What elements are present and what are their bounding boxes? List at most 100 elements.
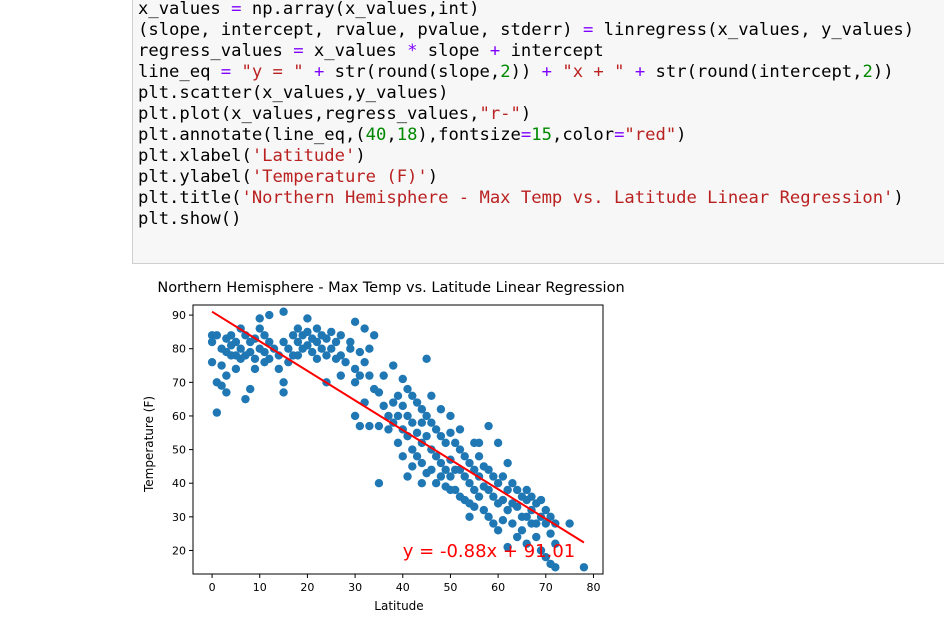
code-token: ) bbox=[893, 188, 904, 208]
scatter-point bbox=[374, 421, 384, 431]
scatter-point bbox=[436, 431, 446, 441]
scatter-point bbox=[512, 502, 522, 511]
code-token: "r-" bbox=[479, 104, 521, 124]
scatter-point bbox=[398, 374, 407, 384]
scatter-point bbox=[427, 418, 436, 427]
scatter-point bbox=[417, 458, 427, 468]
scatter-point bbox=[279, 378, 288, 387]
scatter-point bbox=[527, 492, 536, 501]
scatter-point bbox=[355, 347, 365, 357]
scatter-point bbox=[422, 354, 431, 363]
x-tick-label: 60 bbox=[491, 581, 505, 594]
scatter-point bbox=[451, 485, 460, 495]
code-line: plt.ylabel('Temperature (F)') bbox=[138, 167, 914, 188]
x-axis-label: Latitude bbox=[374, 599, 423, 613]
scatter-point bbox=[431, 452, 441, 461]
code-token: str(round(slope, bbox=[324, 62, 501, 82]
scatter-point bbox=[303, 314, 312, 323]
code-editor[interactable]: x_values = np.array(x_values,int) (slope,… bbox=[138, 0, 914, 230]
code-token: regress_values bbox=[138, 41, 294, 61]
code-line: plt.annotate(line_eq,(40,18),fontsize=15… bbox=[138, 125, 914, 146]
scatter-point bbox=[274, 364, 284, 374]
scatter-point bbox=[517, 526, 527, 535]
code-cell[interactable]: x_values = np.array(x_values,int) (slope,… bbox=[132, 0, 944, 264]
scatter-point bbox=[551, 563, 560, 572]
code-line: regress_values = x_values * slope + inte… bbox=[138, 41, 914, 62]
scatter-point bbox=[265, 337, 274, 347]
code-token: plt.plot(x_values,regress_values, bbox=[138, 104, 480, 124]
code-token bbox=[552, 62, 562, 82]
scatter-point bbox=[250, 364, 260, 374]
scatter-point bbox=[327, 327, 336, 337]
scatter-point bbox=[265, 354, 274, 363]
code-line: plt.plot(x_values,regress_values,"r-") bbox=[138, 104, 914, 125]
scatter-point bbox=[360, 357, 369, 367]
code-line: plt.scatter(x_values,y_values) bbox=[138, 83, 914, 104]
scatter-point bbox=[346, 337, 355, 347]
code-token: 2 bbox=[500, 62, 511, 82]
scatter-point bbox=[403, 472, 412, 481]
scatter-point bbox=[446, 428, 455, 437]
scatter-point bbox=[460, 452, 469, 461]
scatter-point bbox=[322, 351, 331, 360]
scatter-point bbox=[222, 371, 231, 380]
scatter-point bbox=[312, 324, 322, 333]
scatter-point bbox=[579, 563, 589, 572]
code-token: = bbox=[220, 62, 232, 82]
scatter-point bbox=[260, 347, 269, 357]
y-tick-label: 60 bbox=[172, 410, 186, 423]
scatter-point bbox=[350, 364, 360, 374]
code-token: plt.xlabel( bbox=[138, 146, 252, 166]
y-tick-label: 50 bbox=[172, 444, 186, 457]
code-token: 2 bbox=[862, 62, 873, 82]
scatter-point bbox=[493, 479, 503, 488]
scatter-point bbox=[398, 452, 407, 461]
code-token: "red" bbox=[624, 125, 677, 145]
code-token: slope bbox=[417, 41, 490, 61]
scatter-point bbox=[417, 405, 427, 414]
scatter-point bbox=[265, 310, 274, 320]
scatter-point bbox=[446, 472, 455, 481]
scatter-point bbox=[217, 361, 226, 370]
scatter-point bbox=[331, 337, 341, 347]
x-tick-label: 40 bbox=[396, 581, 410, 594]
code-token: "x + " bbox=[562, 62, 625, 82]
scatter-point bbox=[260, 331, 269, 340]
scatter-point bbox=[408, 462, 417, 471]
scatter-point bbox=[350, 317, 360, 327]
code-token: intercept bbox=[500, 41, 604, 61]
scatter-point bbox=[427, 465, 436, 474]
scatter-point bbox=[436, 405, 446, 414]
scatter-point bbox=[479, 505, 489, 515]
scatter-point bbox=[284, 344, 293, 353]
x-tick-label: 10 bbox=[253, 581, 267, 594]
x-tick-label: 70 bbox=[539, 581, 553, 594]
code-token: plt.show() bbox=[138, 209, 242, 229]
x-tick-label: 80 bbox=[586, 581, 600, 594]
regression-line bbox=[211, 310, 585, 544]
x-tick-label: 50 bbox=[443, 581, 457, 594]
scatter-point bbox=[541, 505, 550, 515]
scatter-point bbox=[451, 438, 460, 448]
scatter-point bbox=[522, 539, 531, 548]
scatter-point bbox=[470, 485, 479, 495]
scatter-point bbox=[398, 401, 407, 411]
scatter-point bbox=[412, 428, 422, 437]
scatter-point bbox=[408, 391, 417, 400]
scatter-point bbox=[393, 411, 403, 421]
scatter-point bbox=[498, 472, 508, 481]
code-token: )) bbox=[510, 62, 542, 82]
scatter-point bbox=[236, 344, 245, 353]
scatter-point bbox=[512, 532, 522, 542]
code-line: (slope, intercept, rvalue, pvalue, stder… bbox=[138, 20, 914, 41]
code-token: = bbox=[520, 125, 532, 145]
scatter-point bbox=[293, 337, 303, 347]
scatter-point bbox=[255, 314, 264, 323]
scatter-point bbox=[369, 331, 379, 340]
scatter-point bbox=[389, 398, 398, 407]
code-token: + bbox=[634, 62, 646, 82]
scatter-point bbox=[408, 418, 417, 427]
scatter-point bbox=[212, 408, 222, 417]
code-token: "y = " bbox=[241, 62, 304, 82]
scatter-point bbox=[493, 438, 503, 448]
